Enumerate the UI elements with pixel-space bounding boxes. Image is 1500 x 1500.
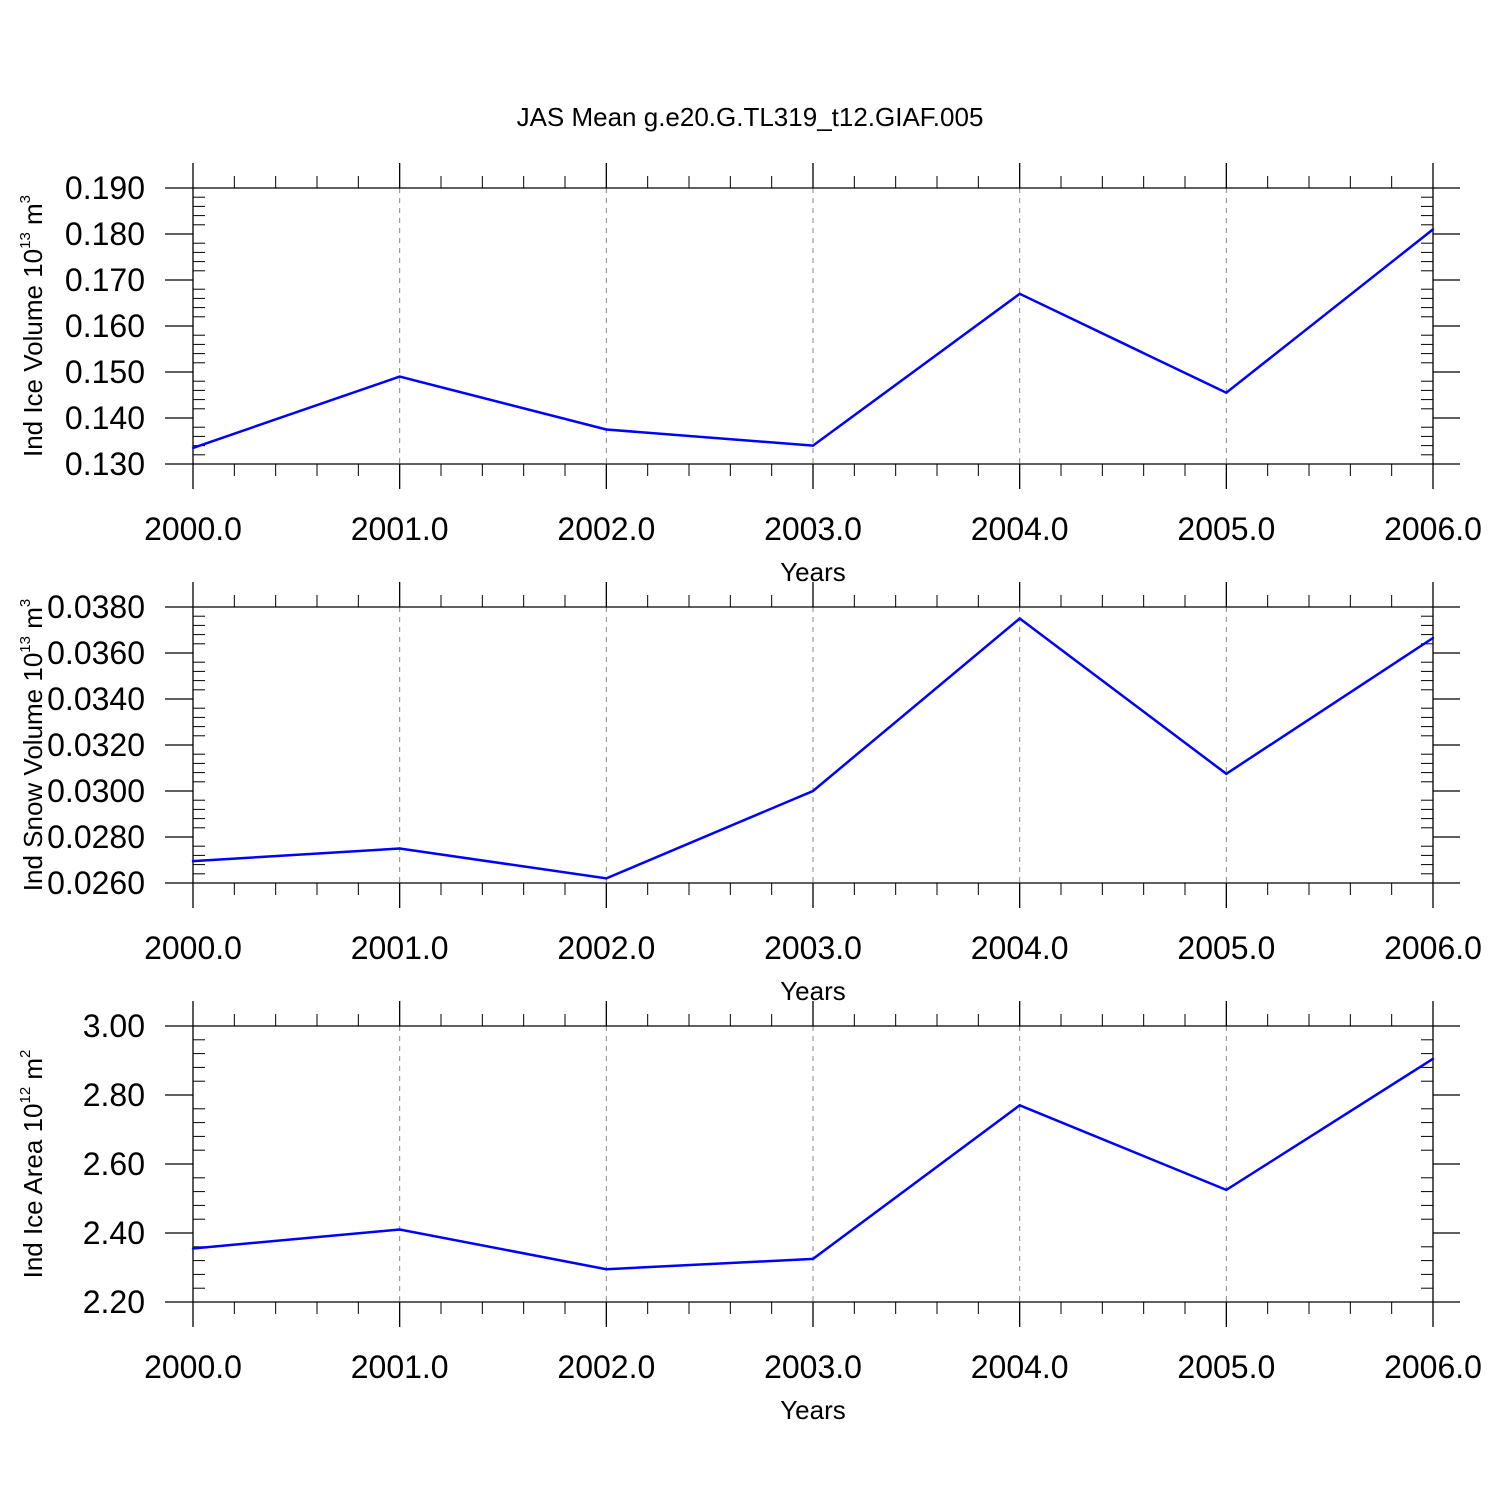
y-axis-label-superscript: 12 [17, 1087, 34, 1104]
data-point [1431, 1057, 1435, 1060]
y-axis-label-text: m [18, 607, 48, 636]
y-tick-label: 0.0300 [47, 773, 145, 809]
x-tick-label: 2002.0 [557, 511, 655, 547]
data-point [191, 1247, 195, 1250]
y-tick-label: 0.140 [65, 400, 145, 436]
panel-3: 2.20 2.40 2.60 2.80 3.00 2000.0 2001.0 2002.0 20… [17, 1001, 1482, 1425]
x-tick-label: 2001.0 [351, 511, 449, 547]
y-tick-label: 2.60 [83, 1146, 145, 1182]
y-tick-label: 0.170 [65, 262, 145, 298]
y-tick-label: 2.20 [83, 1284, 145, 1320]
panel-2: 0.0260 0.0280 0.0300 0.0320 0.0340 0.0360 0.03… [17, 582, 1482, 1006]
x-tick-label: 2003.0 [764, 511, 862, 547]
y-axis-label-text: Ind Ice Area 10 [18, 1104, 48, 1279]
data-point [1018, 1104, 1021, 1107]
y-tick-label: 0.0340 [47, 681, 145, 717]
y-tick-label: 0.190 [65, 170, 145, 206]
data-point [1225, 772, 1228, 775]
x-axis-label: Years [780, 1395, 846, 1425]
x-tick-label: 2004.0 [971, 930, 1069, 966]
x-tick-label: 2004.0 [971, 1349, 1069, 1385]
y-tick-label: 2.40 [83, 1215, 145, 1251]
x-tick-label: 2003.0 [764, 930, 862, 966]
y-axis-label: Ind Snow Volume 1013 m3 [17, 599, 48, 891]
x-tick-label: 2000.0 [144, 511, 242, 547]
data-point [1018, 292, 1021, 295]
panels: 0.130 0.140 0.150 0.160 0.170 0.180 0.190 2000.… [17, 163, 1482, 1425]
data-point [811, 789, 815, 793]
y-axis-label-text: m [18, 1058, 48, 1087]
x-tick-label: 2006.0 [1384, 930, 1482, 966]
data-point [398, 1228, 401, 1231]
data-point [1431, 636, 1435, 640]
data-point [1018, 617, 1021, 620]
y-axis-label-superscript: 3 [17, 599, 34, 607]
x-tick-label: 2000.0 [144, 1349, 242, 1385]
y-axis-label: Ind Ice Area 1012 m2 [17, 1050, 48, 1279]
y-axis-label-superscript: 13 [17, 636, 34, 653]
data-point [605, 877, 608, 880]
data-point [605, 428, 608, 431]
x-tick-label: 2002.0 [557, 930, 655, 966]
y-tick-label: 0.0320 [47, 727, 145, 763]
x-tick-label: 2000.0 [144, 930, 242, 966]
x-tick-label: 2005.0 [1177, 1349, 1275, 1385]
x-tick-label: 2001.0 [351, 930, 449, 966]
data-point [398, 847, 401, 850]
data-point [1225, 1188, 1228, 1192]
data-point [1225, 391, 1228, 394]
x-tick-label: 2003.0 [764, 1349, 862, 1385]
data-point [398, 375, 401, 378]
x-tick-label: 2005.0 [1177, 511, 1275, 547]
x-tick-label: 2006.0 [1384, 511, 1482, 547]
data-point [605, 1268, 608, 1271]
x-tick-label: 2002.0 [557, 1349, 655, 1385]
data-point [191, 859, 195, 863]
data-point [1431, 228, 1435, 231]
x-tick-label: 2005.0 [1177, 930, 1275, 966]
y-tick-label: 0.130 [65, 446, 145, 482]
y-tick-label: 0.150 [65, 354, 145, 390]
y-axis-label-superscript: 2 [17, 1050, 34, 1058]
y-tick-label: 0.0380 [47, 589, 145, 625]
chart-title: JAS Mean g.e20.G.TL319_t12.GIAF.005 [517, 102, 984, 132]
y-tick-label: 0.0280 [47, 819, 145, 855]
y-tick-label: 3.00 [83, 1008, 145, 1044]
data-point [811, 1257, 815, 1261]
y-tick-label: 0.160 [65, 308, 145, 344]
y-axis-label: Ind Ice Volume 1013 m3 [17, 195, 48, 457]
y-tick-label: 2.80 [83, 1077, 145, 1113]
y-axis-label-text: m [18, 203, 48, 232]
panel-1: 0.130 0.140 0.150 0.160 0.170 0.180 0.190 2000.… [17, 163, 1482, 587]
y-axis-label-text: Ind Ice Volume 10 [18, 249, 48, 457]
y-tick-label: 0.0360 [47, 635, 145, 671]
y-tick-label: 0.180 [65, 216, 145, 252]
y-axis-label-superscript: 13 [17, 232, 34, 249]
y-axis-label-superscript: 3 [17, 195, 34, 203]
data-point [811, 444, 815, 447]
x-tick-label: 2006.0 [1384, 1349, 1482, 1385]
y-tick-label: 0.0260 [47, 865, 145, 901]
x-tick-label: 2004.0 [971, 511, 1069, 547]
data-point [191, 446, 195, 450]
y-axis-label-text: Ind Snow Volume 10 [18, 653, 48, 892]
x-tick-label: 2001.0 [351, 1349, 449, 1385]
